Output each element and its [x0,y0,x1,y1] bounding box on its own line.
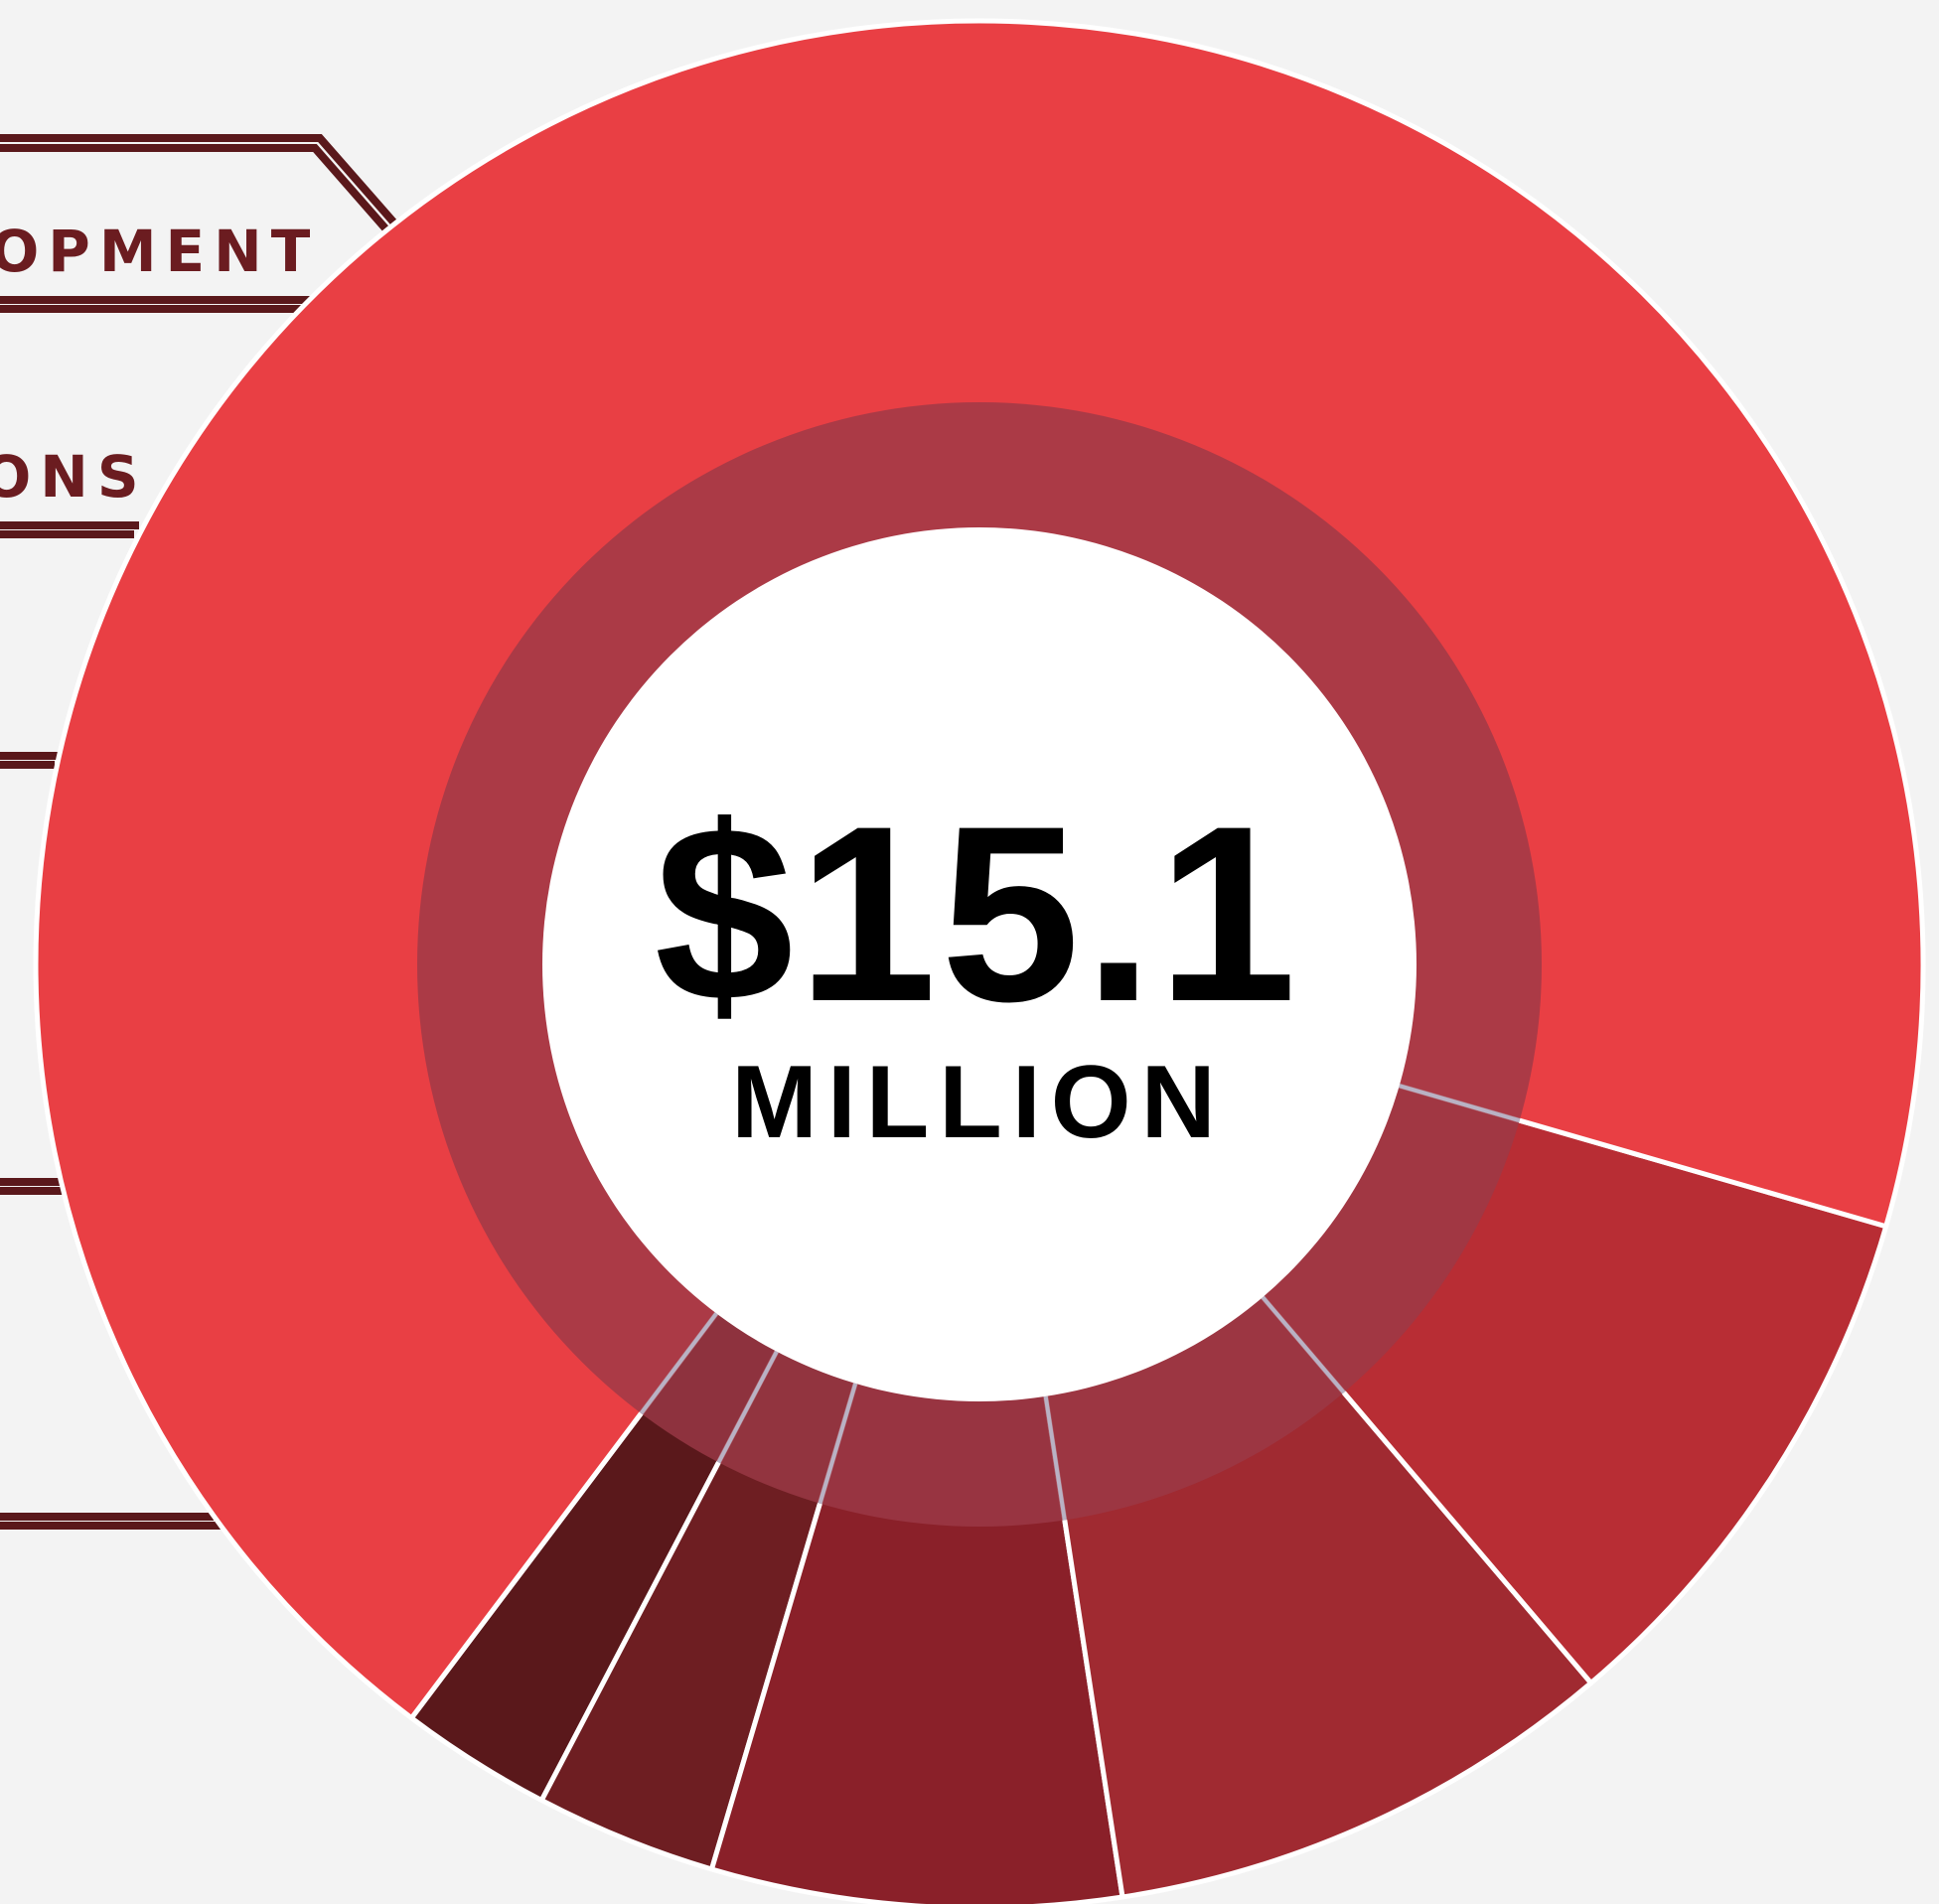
slice-label-ons: ONS [0,443,148,511]
center-hole [542,527,1417,1401]
ring-dividers [639,1084,1521,1521]
leader-line-1 [0,296,318,313]
leader-lines [0,134,401,1530]
ring-divider-3 [1043,1395,1067,1521]
leader-line-4 [0,1178,65,1195]
leader-line-5 [0,1513,224,1530]
slice-labels: OPMENT ONS [0,218,319,511]
ring-divider-0 [639,1312,718,1415]
leader-line-2 [0,521,139,538]
ring-divider-5 [1399,1084,1521,1123]
total-amount: $15.1 [655,775,1301,1054]
ring-divider-1 [716,1350,779,1464]
ring-divider-4 [1261,1295,1346,1394]
leader-line-3 [0,752,60,769]
leader-line-0 [0,134,401,231]
total-unit: MILLION [731,1045,1225,1160]
ring-divider-2 [818,1383,858,1505]
slice-label-opment: OPMENT [0,218,319,285]
